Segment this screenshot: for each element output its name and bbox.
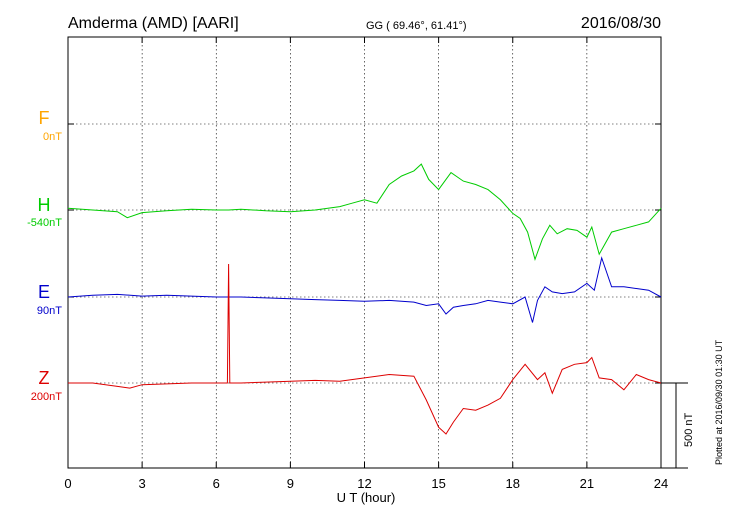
channel-label-Z: Z <box>39 368 50 388</box>
x-tick-label: 12 <box>357 476 371 491</box>
x-axis-label: U T (hour) <box>337 490 396 505</box>
channel-label-H: H <box>38 195 51 215</box>
baseline-label-E: 90nT <box>37 305 62 317</box>
station-title: Amderma (AMD) [AARI] <box>68 15 239 32</box>
baseline-label-F: 0nT <box>43 131 62 143</box>
x-tick-label: 0 <box>64 476 71 491</box>
x-axis-ticks: 0 3 6 9 12 15 18 21 24 <box>64 37 668 491</box>
channel-label-F: F <box>39 108 50 128</box>
baseline-label-Z: 200nT <box>31 391 62 403</box>
x-tick-label: 6 <box>213 476 220 491</box>
x-tick-label: 21 <box>580 476 594 491</box>
scale-bar <box>661 382 688 469</box>
series-group <box>67 163 662 435</box>
x-tick-label: 15 <box>431 476 445 491</box>
scale-label: 500 nT <box>683 412 695 447</box>
x-tick-label: 9 <box>287 476 294 491</box>
x-tick-label: 3 <box>139 476 146 491</box>
date-label: 2016/08/30 <box>581 15 661 32</box>
plotted-note: Plotted at 2016/09/30 01:30 UT <box>714 339 724 465</box>
x-tick-label: 18 <box>506 476 520 491</box>
channel-label-E: E <box>38 282 50 302</box>
baseline-label-H: -540nT <box>27 217 62 229</box>
x-tick-label: 24 <box>654 476 668 491</box>
series-line-H <box>67 163 662 261</box>
grid <box>68 37 661 468</box>
series-line-Z <box>68 263 662 435</box>
series-line-E <box>67 256 662 323</box>
coordinates-label: GG ( 69.46°, 61.41°) <box>366 20 467 32</box>
